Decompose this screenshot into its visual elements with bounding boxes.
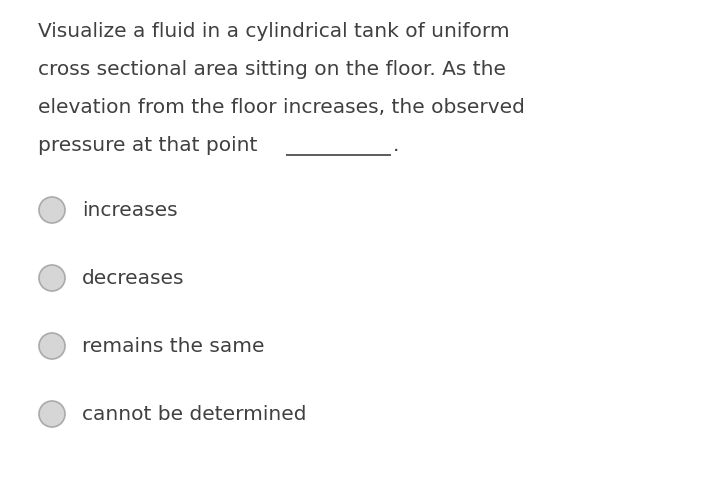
Text: pressure at that point: pressure at that point <box>38 136 257 155</box>
Text: cannot be determined: cannot be determined <box>82 404 307 423</box>
Text: remains the same: remains the same <box>82 337 264 355</box>
Text: decreases: decreases <box>82 269 184 287</box>
Ellipse shape <box>39 333 65 359</box>
Text: elevation from the floor increases, the observed: elevation from the floor increases, the … <box>38 98 525 117</box>
Text: increases: increases <box>82 201 178 219</box>
Text: .: . <box>393 136 400 155</box>
Text: Visualize a fluid in a cylindrical tank of uniform: Visualize a fluid in a cylindrical tank … <box>38 22 510 41</box>
Ellipse shape <box>39 265 65 291</box>
Text: cross sectional area sitting on the floor. As the: cross sectional area sitting on the floo… <box>38 60 506 79</box>
Ellipse shape <box>39 197 65 223</box>
Ellipse shape <box>39 401 65 427</box>
